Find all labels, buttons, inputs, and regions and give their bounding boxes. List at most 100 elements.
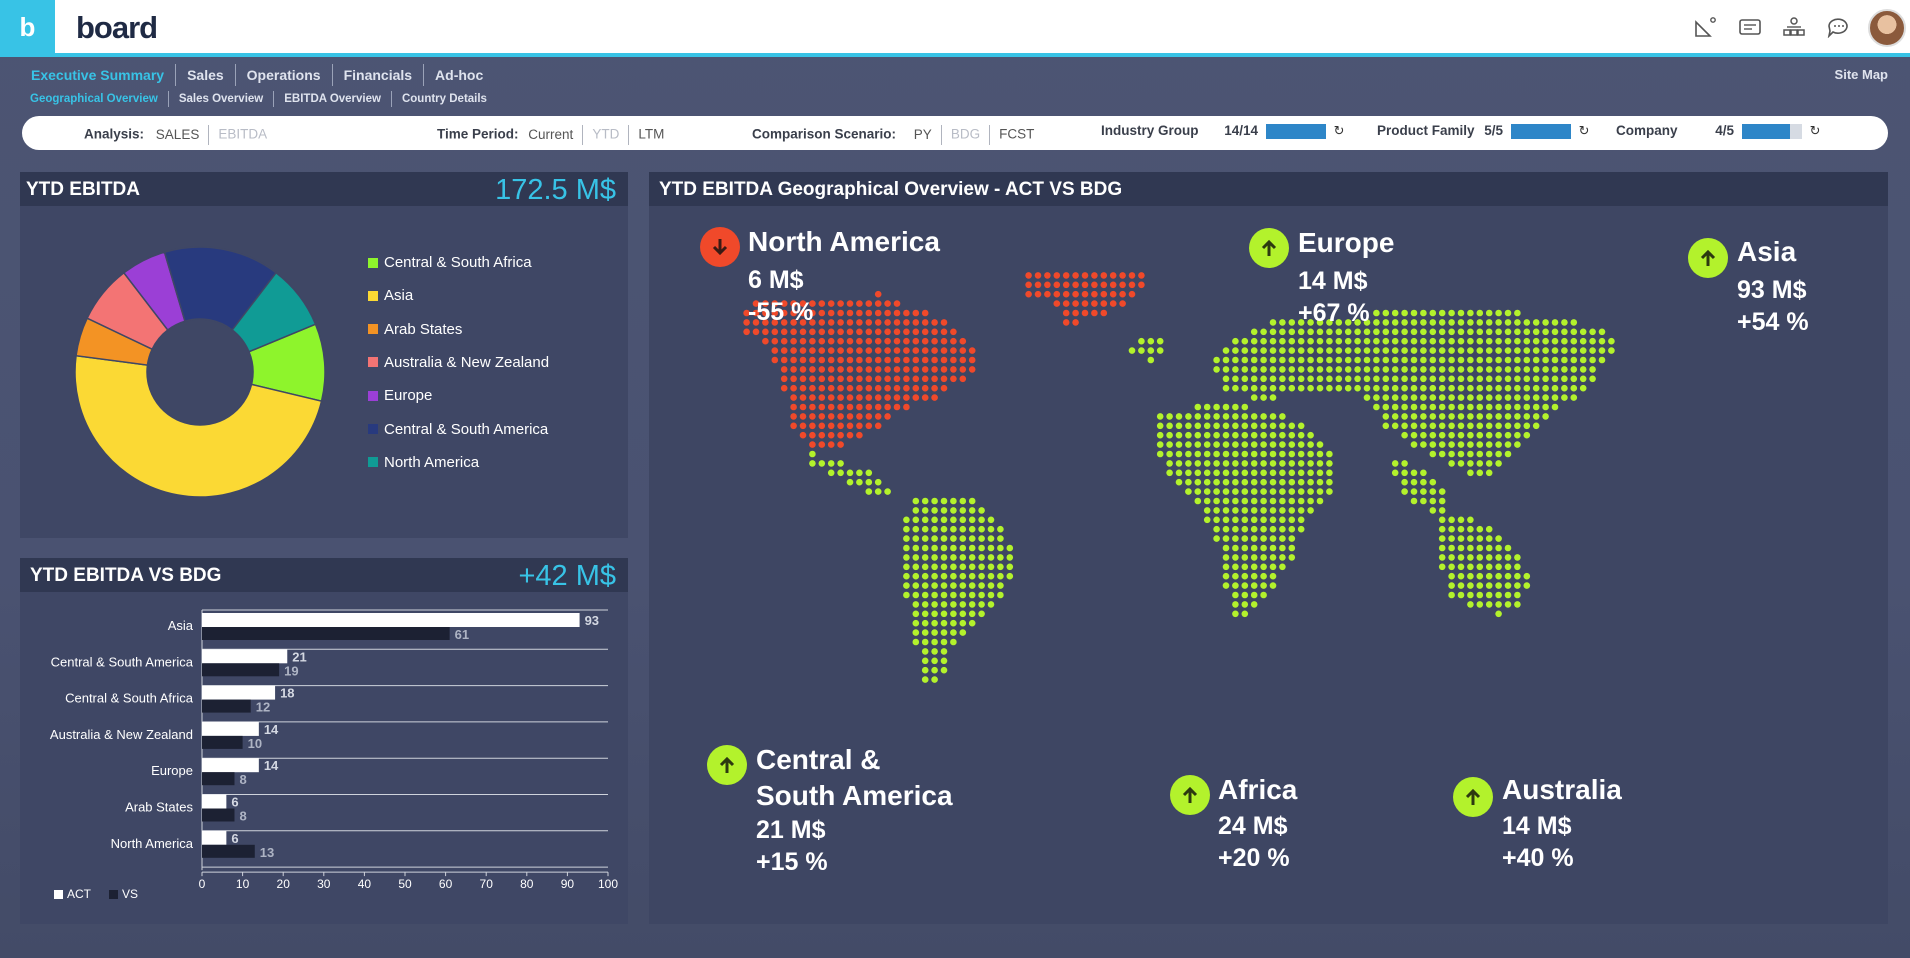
tab-executive-summary[interactable]: Executive Summary — [20, 64, 177, 86]
bar-act[interactable] — [202, 758, 259, 773]
map-dot — [912, 347, 920, 354]
subtab-geographical-overview[interactable]: Geographical Overview — [20, 91, 169, 107]
bar-act[interactable] — [202, 649, 288, 664]
map-dot — [865, 319, 873, 326]
bar-vs[interactable] — [202, 735, 243, 749]
map-dot — [1570, 384, 1578, 392]
comparison-option-fcst[interactable]: FCST — [999, 126, 1035, 142]
presentation-icon[interactable] — [1738, 16, 1762, 38]
map-dot — [856, 356, 863, 364]
map-dot — [846, 319, 854, 326]
company-filter[interactable]: Company 4/5 ↻ — [1616, 123, 1821, 139]
site-map-link[interactable]: Site Map — [1834, 67, 1888, 82]
map-dot — [809, 356, 816, 364]
legend-item[interactable]: Asia — [368, 287, 413, 304]
reset-icon[interactable]: ↻ — [1578, 123, 1590, 139]
reset-icon[interactable]: ↻ — [1809, 123, 1821, 139]
region-europe[interactable]: Europe 14 M$ +67 % — [1298, 225, 1394, 329]
map-dot — [1232, 460, 1239, 467]
divider — [582, 125, 584, 145]
board-logo-icon[interactable]: b — [0, 0, 55, 55]
tab-sales[interactable]: Sales — [176, 64, 236, 86]
subtab-sales-overview[interactable]: Sales Overview — [169, 91, 275, 107]
analysis-option-sales[interactable]: SALES — [155, 126, 200, 142]
bar-act[interactable] — [202, 685, 276, 700]
map-dot — [921, 676, 929, 683]
industry-group-filter[interactable]: Industry Group 14/14 ↻ — [1101, 123, 1345, 139]
map-dot — [1410, 478, 1418, 486]
map-dot — [1391, 328, 1399, 336]
map-dot — [874, 478, 882, 486]
edit-icon[interactable] — [1693, 16, 1717, 38]
map-dot — [1410, 366, 1418, 373]
map-dot — [1307, 384, 1314, 392]
map-dot — [1232, 582, 1239, 589]
bar-act[interactable] — [202, 794, 227, 809]
map-dot — [1429, 497, 1437, 505]
region-australia[interactable]: Australia 14 M$ +40 % — [1502, 772, 1622, 874]
reset-icon[interactable]: ↻ — [1333, 123, 1345, 139]
time-option-ytd[interactable]: YTD — [592, 126, 620, 142]
map-dot — [790, 422, 797, 430]
region-asia[interactable]: Asia 93 M$ +54 % — [1737, 234, 1809, 338]
map-dot — [874, 309, 882, 317]
product-family-filter[interactable]: Product Family 5/5 ↻ — [1377, 123, 1590, 139]
map-dot — [799, 300, 807, 307]
analysis-option-ebitda[interactable]: EBITDA — [218, 126, 268, 142]
map-dot — [856, 403, 863, 411]
map-dot — [1570, 375, 1578, 383]
bar-chart[interactable]: 93 61 Asia 21 19 Central & South America 18 12 C… — [20, 558, 628, 924]
time-option-current[interactable]: Current — [528, 126, 574, 142]
bar-vs[interactable] — [202, 844, 255, 858]
tab-financials[interactable]: Financials — [333, 64, 425, 86]
donut-chart[interactable] — [70, 242, 330, 502]
time-option-ltm[interactable]: LTM — [638, 126, 665, 142]
donut-slice-north-america[interactable] — [231, 271, 317, 353]
legend-item[interactable]: Central & South America — [368, 421, 548, 438]
bar-vs[interactable] — [202, 808, 235, 822]
subtab-ebitda-overview[interactable]: EBITDA Overview — [274, 91, 392, 107]
comparison-option-py[interactable]: PY — [913, 126, 932, 142]
tab-ad-hoc[interactable]: Ad-hoc — [435, 67, 484, 83]
map-dot — [1260, 431, 1267, 439]
map-dot — [874, 375, 882, 383]
legend-item[interactable]: North America — [368, 454, 479, 471]
region-central-south-america[interactable]: Central & South America 21 M$ +15 % — [756, 742, 953, 878]
legend-swatch — [368, 357, 378, 368]
comparison-option-bdg[interactable]: BDG — [950, 126, 981, 142]
bar-act[interactable] — [202, 830, 227, 845]
map-dot — [1467, 337, 1474, 345]
bar-vs[interactable] — [202, 772, 235, 786]
bar-vs[interactable] — [202, 699, 251, 713]
chat-icon[interactable] — [1826, 16, 1850, 38]
map-dot — [1579, 337, 1587, 345]
map-dot — [1438, 507, 1446, 514]
legend-item[interactable]: Central & South Africa — [368, 254, 532, 271]
legend-item[interactable]: Europe — [368, 387, 432, 404]
donut-slice-asia[interactable] — [74, 354, 323, 498]
user-avatar[interactable] — [1868, 9, 1906, 47]
legend-item[interactable]: Australia & New Zealand — [368, 354, 549, 371]
tab-operations[interactable]: Operations — [236, 64, 333, 86]
hierarchy-icon[interactable] — [1782, 16, 1806, 38]
region-north-america[interactable]: North America 6 M$ -55 % — [748, 224, 940, 328]
map-dot — [1448, 337, 1455, 345]
bar-vs[interactable] — [202, 627, 450, 640]
map-dot — [827, 300, 835, 307]
map-dot — [1485, 413, 1493, 420]
map-dot — [1288, 328, 1296, 336]
map-dot — [1203, 431, 1211, 439]
subtab-country-details[interactable]: Country Details — [401, 93, 487, 105]
map-dot — [1532, 319, 1540, 326]
map-dot — [921, 328, 929, 336]
analysis-filter: Analysis: SALES EBITDA — [84, 125, 267, 145]
legend-item[interactable]: Arab States — [368, 321, 462, 338]
bar-act[interactable] — [202, 613, 580, 627]
map-dot — [1467, 356, 1474, 364]
region-africa[interactable]: Africa 24 M$ +20 % — [1218, 772, 1297, 874]
world-dot-map[interactable] — [649, 206, 1888, 924]
bar-act[interactable] — [202, 721, 259, 736]
bar-vs[interactable] — [202, 663, 280, 677]
map-dot — [856, 422, 863, 430]
